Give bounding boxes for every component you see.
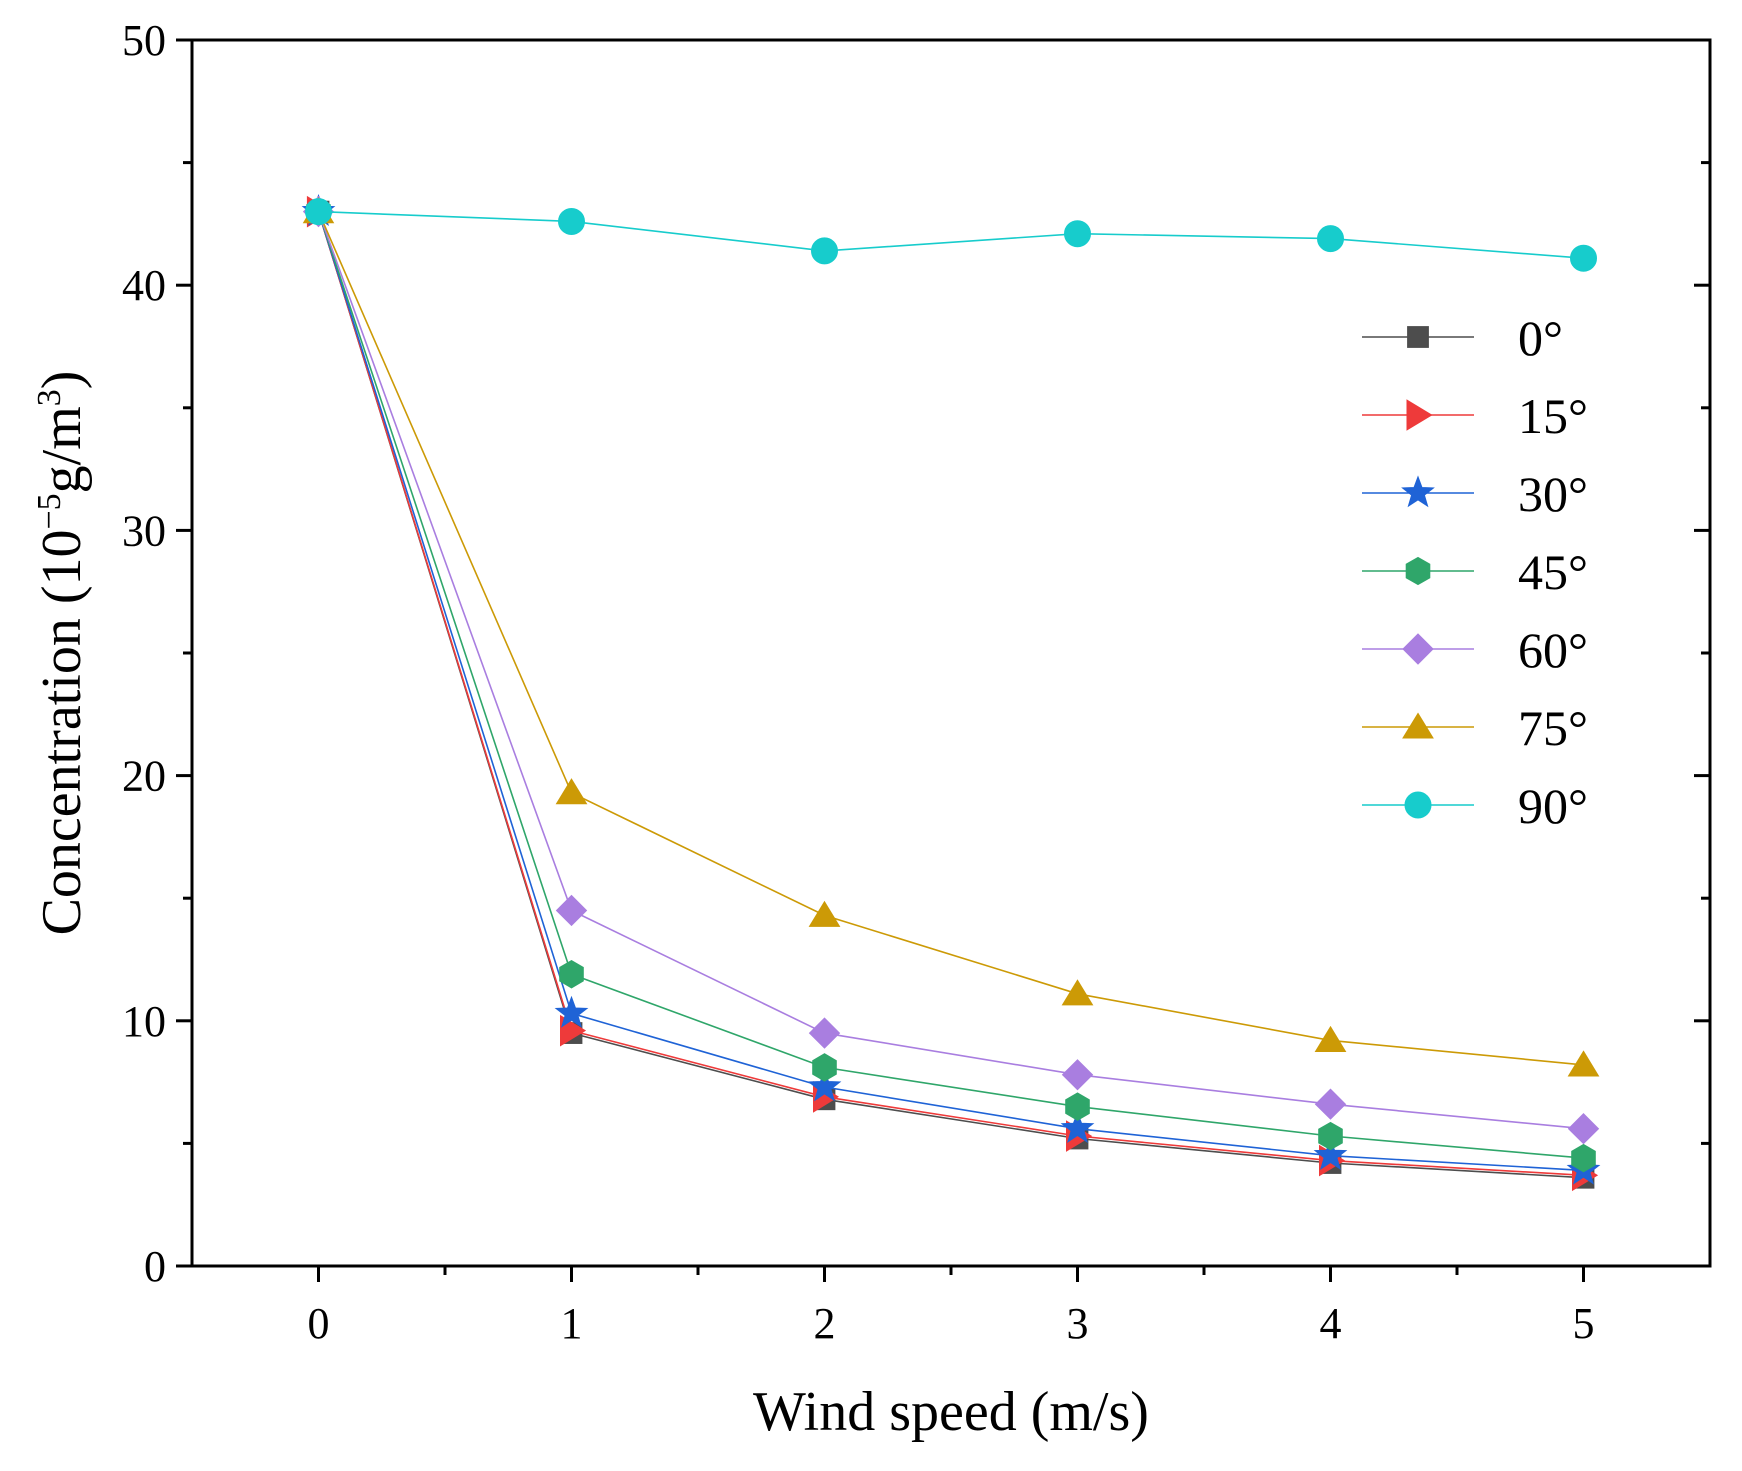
legend-item-1: 15°: [1362, 388, 1588, 444]
legend-item-3: 45°: [1362, 544, 1588, 600]
data-point: [1314, 1025, 1347, 1052]
series-1: [306, 195, 1599, 1192]
series-line: [317, 211, 1584, 1130]
data-point: [807, 1069, 842, 1102]
data-point: [1314, 1088, 1347, 1120]
y-axis-title-exp2: 3: [31, 389, 68, 406]
series-3: [306, 197, 1596, 1173]
data-point: [555, 894, 588, 927]
data-point: [1060, 1110, 1095, 1143]
legend-marker: [1401, 475, 1435, 508]
x-axis-title: Wind speed (m/s): [753, 1381, 1149, 1443]
y-axis-title: Concentration (10−5g/m3): [31, 371, 93, 936]
series-line: [317, 211, 1584, 1172]
legend-marker: [1402, 633, 1434, 665]
y-axis-title-middle: g/m: [31, 406, 93, 493]
y-tick-label: 20: [122, 752, 166, 801]
legend-marker: [1402, 712, 1434, 739]
x-tick-label: 5: [1573, 1299, 1595, 1348]
legend-item-5: 75°: [1362, 700, 1588, 756]
series-line: [317, 211, 1584, 1179]
data-point: [1567, 1050, 1600, 1077]
data-point: [808, 1017, 841, 1049]
data-point: [808, 900, 841, 927]
data-point: [1065, 1092, 1090, 1121]
x-tick-label: 1: [561, 1299, 583, 1348]
legend-item-0: 0°: [1362, 310, 1563, 366]
x-tick-label: 0: [308, 1299, 330, 1348]
legend-label: 30°: [1518, 466, 1588, 522]
series-5: [302, 197, 1600, 1077]
data-point: [1061, 979, 1094, 1006]
y-tick-label: 10: [122, 997, 166, 1046]
data-point: [555, 778, 588, 805]
x-tick-label: 2: [814, 1299, 836, 1348]
series-line: [317, 211, 1584, 1066]
series-line: [317, 211, 1584, 1159]
series-2: [301, 193, 1601, 1185]
plot-frame: [190, 38, 1712, 1268]
data-point: [1571, 1143, 1596, 1173]
data-point: [554, 995, 589, 1028]
series-line: [317, 211, 1584, 1177]
x-tick-label: 3: [1067, 1299, 1089, 1348]
series-layer: [301, 193, 1601, 1192]
data-point: [305, 198, 332, 226]
legend-label: 90°: [1518, 778, 1588, 834]
data-point: [1570, 244, 1597, 272]
y-tick-label: 50: [122, 16, 166, 65]
x-tick-label: 4: [1320, 1299, 1342, 1348]
y-tick-label: 40: [122, 261, 166, 310]
data-point: [1064, 220, 1091, 248]
legend: 0° 15° 30° 45° 60° 75° 90°: [1362, 310, 1588, 834]
series-6: [305, 198, 1597, 272]
legend-label: 60°: [1518, 622, 1588, 678]
legend-marker: [1405, 556, 1431, 586]
series-4: [302, 195, 1600, 1145]
data-point: [811, 237, 838, 265]
data-point: [1313, 1137, 1348, 1170]
series-0: [307, 200, 1595, 1189]
data-point: [1317, 225, 1344, 253]
legend-marker: [1406, 399, 1433, 431]
legend-label: 0°: [1518, 310, 1563, 366]
data-point: [1318, 1121, 1343, 1151]
data-point: [559, 960, 584, 989]
y-tick-label: 0: [144, 1242, 166, 1291]
data-point: [1061, 1059, 1094, 1091]
legend-item-2: 30°: [1362, 466, 1588, 522]
legend-item-6: 90°: [1362, 778, 1588, 834]
legend-label: 15°: [1518, 388, 1588, 444]
y-tick-label: 30: [122, 506, 166, 555]
data-point: [558, 207, 585, 235]
legend-label: 75°: [1518, 700, 1588, 756]
legend-label: 45°: [1518, 544, 1588, 600]
y-axis-title-prefix: Concentration (10: [31, 530, 93, 936]
series-line: [318, 210, 1584, 259]
legend-item-4: 60°: [1362, 622, 1588, 678]
legend-marker: [1404, 791, 1432, 819]
y-axis-title-exp1: −5: [31, 493, 68, 529]
data-point: [1567, 1112, 1600, 1145]
y-axis-title-suffix: ): [31, 371, 93, 390]
legend-marker: [1407, 326, 1429, 348]
data-point: [812, 1053, 837, 1082]
